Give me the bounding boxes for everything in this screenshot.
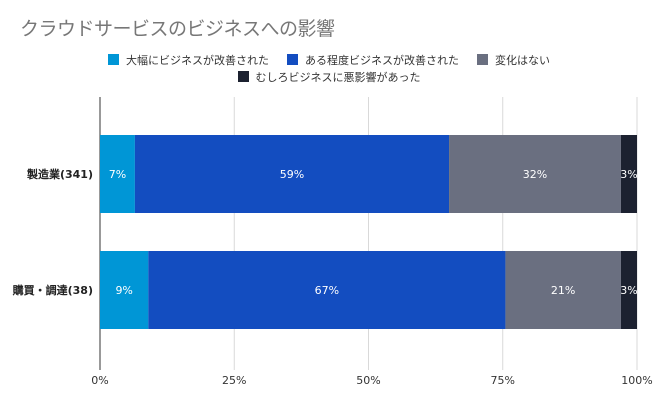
legend-label: 大幅にビジネスが改善された xyxy=(126,53,269,67)
legend-item-some-improvement: ある程度ビジネスが改善された xyxy=(287,52,459,68)
legend-swatch xyxy=(237,71,249,82)
bar-segment xyxy=(620,251,637,329)
bar-segment xyxy=(100,135,135,213)
x-tick-label: 25% xyxy=(222,374,246,387)
legend-item-major-improvement: 大幅にビジネスが改善された xyxy=(108,52,269,68)
legend-swatch xyxy=(477,54,488,65)
legend-item-no-change: 変化はない xyxy=(477,52,550,68)
data-label: 9% xyxy=(115,284,132,297)
legend-label: 変化はない xyxy=(495,53,550,67)
bar-segment xyxy=(505,251,621,329)
x-tick-label: 0% xyxy=(91,374,108,387)
x-tick-label: 50% xyxy=(356,374,380,387)
bar-segment xyxy=(134,135,450,213)
data-label: 3% xyxy=(620,168,637,181)
category-label: 購買・調達(38) xyxy=(12,283,93,297)
legend-swatch xyxy=(287,54,298,65)
legend-label: ある程度ビジネスが改善された xyxy=(305,53,459,67)
chart-title: クラウドサービスのビジネスへの影響 xyxy=(20,18,335,40)
legend-label: むしろビジネスに悪影響があった xyxy=(255,70,421,84)
data-label: 32% xyxy=(523,168,547,181)
data-label: 3% xyxy=(620,284,637,297)
bar-segment xyxy=(100,251,149,329)
bar-segment xyxy=(449,135,621,213)
data-label: 59% xyxy=(280,168,304,181)
legend-item-negative-impact: むしろビジネスに悪影響があった xyxy=(237,69,421,85)
category-label: 製造業(341) xyxy=(26,167,93,181)
x-tick-label: 100% xyxy=(621,374,652,387)
data-label: 7% xyxy=(109,168,126,181)
bar-segment xyxy=(148,251,506,329)
legend-swatch xyxy=(108,54,119,65)
legend: 大幅にビジネスが改善された ある程度ビジネスが改善された 変化はない むしろビジ… xyxy=(0,51,658,85)
data-label: 21% xyxy=(551,284,575,297)
x-tick-label: 75% xyxy=(491,374,515,387)
bar-segment xyxy=(620,135,637,213)
data-label: 67% xyxy=(315,284,339,297)
